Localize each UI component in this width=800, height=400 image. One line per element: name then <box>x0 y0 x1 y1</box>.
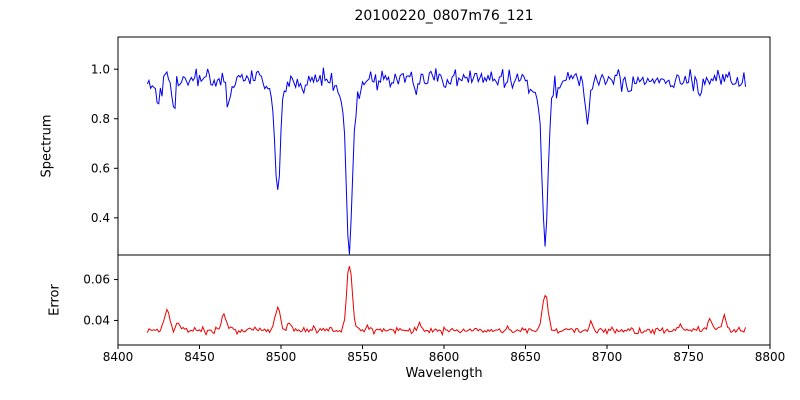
x-tick-label: 8400 <box>103 350 134 364</box>
x-tick-label: 8700 <box>592 350 623 364</box>
spectrum-y-axis-label: Spectrum <box>39 114 55 178</box>
x-tick-label: 8550 <box>347 350 378 364</box>
spectrum-line <box>146 67 747 255</box>
x-axis-label: Wavelength <box>405 366 483 381</box>
x-tick-label: 8500 <box>266 350 297 364</box>
x-tick-label: 8600 <box>429 350 460 364</box>
x-tick-label: 8650 <box>510 350 541 364</box>
spectrum-axes-box <box>117 36 771 256</box>
y-tick-label: 0.4 <box>91 211 110 225</box>
x-tick-label: 8450 <box>184 350 215 364</box>
chart-title: 20100220_0807m76_121 <box>354 8 534 24</box>
error-line <box>146 266 747 337</box>
y-tick-label: 0.04 <box>83 314 110 328</box>
y-tick-label: 0.6 <box>91 161 110 175</box>
error-axes-box <box>117 254 771 346</box>
y-tick-label: 0.8 <box>91 112 110 126</box>
y-tick-label: 1.0 <box>91 62 110 76</box>
x-tick-label: 8800 <box>755 350 786 364</box>
y-tick-label: 0.06 <box>83 273 110 287</box>
x-tick-label: 8750 <box>673 350 704 364</box>
error-y-axis-label: Error <box>47 284 63 316</box>
